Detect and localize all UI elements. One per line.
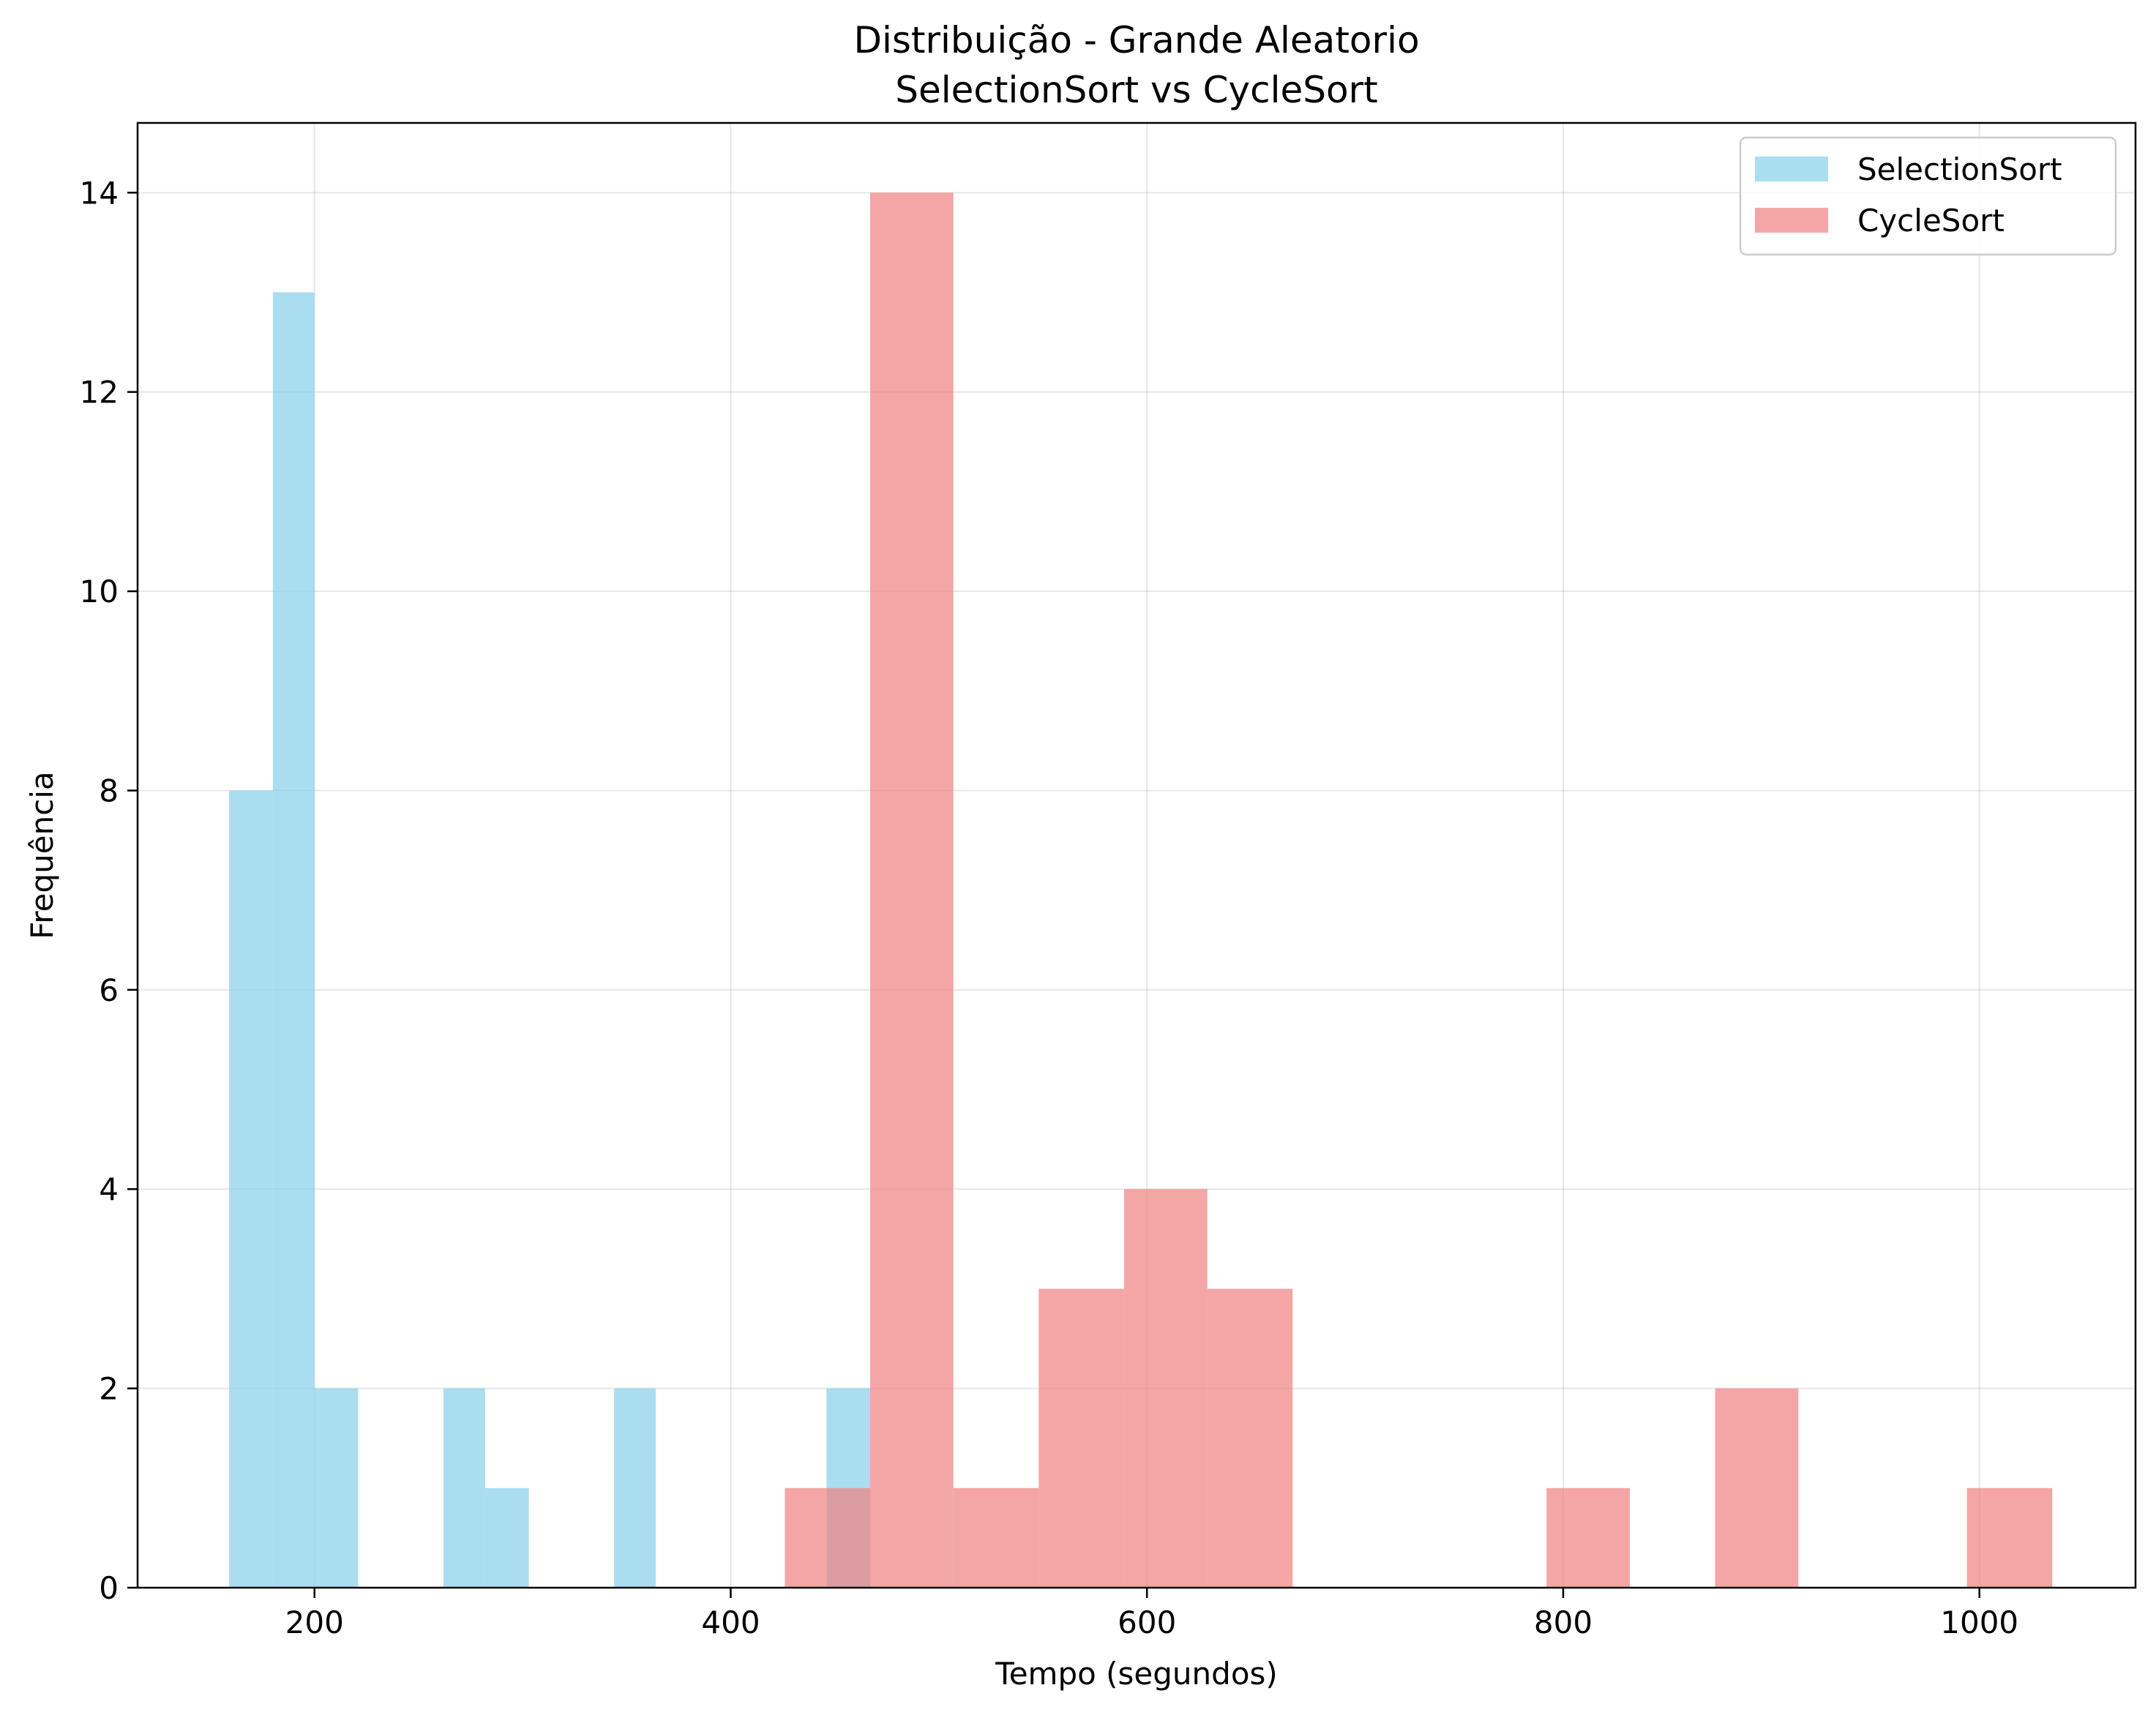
legend: SelectionSort CycleSort [1739,136,2117,256]
bar-selectionsort [443,1388,485,1588]
bar-cyclesort [785,1487,870,1588]
y-tick-label: 0 [99,1570,119,1606]
y-tick-label: 10 [80,574,119,609]
bars [229,192,2053,1588]
y-tick-label: 4 [99,1171,119,1207]
bar-selectionsort [484,1487,529,1588]
x-tick-label: 1000 [1940,1605,2018,1640]
y-axis-ticks: 0 2 4 6 8 10 12 14 [80,175,138,1606]
bar-cyclesort [1966,1487,2053,1588]
legend-box [1739,136,2117,256]
bar-selectionsort [272,292,315,1588]
legend-swatch-selectionsort [1755,157,1828,181]
x-axis-ticks: 200 400 600 800 1000 [285,1588,2018,1640]
y-tick-label: 14 [80,175,119,211]
bar-cyclesort [1123,1189,1208,1588]
bar-selectionsort [614,1388,656,1588]
y-tick-label: 2 [99,1371,119,1407]
bar-cyclesort [1207,1288,1293,1588]
bar-cyclesort [1715,1388,1799,1588]
chart-title: Distribuição - Grande Aleatorio [853,19,1419,61]
legend-swatch-cyclesort [1755,208,1828,233]
y-axis-label: Frequência [24,771,60,939]
x-tick-label: 200 [285,1605,344,1640]
chart-subtitle: SelectionSort vs CycleSort [895,69,1377,111]
bar-cyclesort [953,1487,1039,1588]
bar-cyclesort [1038,1288,1124,1588]
x-axis-label: Tempo (segundos) [995,1656,1278,1692]
bar-cyclesort [1546,1487,1630,1588]
plot-area-frame [136,121,2137,1589]
bar-selectionsort [314,1388,359,1588]
x-tick-label: 400 [701,1605,760,1640]
legend-label-selectionsort: SelectionSort [1857,151,2062,187]
bar-selectionsort [229,790,273,1588]
legend-label-cyclesort: CycleSort [1857,203,2005,239]
bar-cyclesort [870,192,954,1588]
y-tick-label: 6 [99,972,119,1008]
x-tick-label: 800 [1534,1605,1592,1640]
y-tick-label: 12 [80,375,119,410]
y-tick-label: 8 [99,773,119,808]
x-tick-label: 600 [1118,1605,1176,1640]
